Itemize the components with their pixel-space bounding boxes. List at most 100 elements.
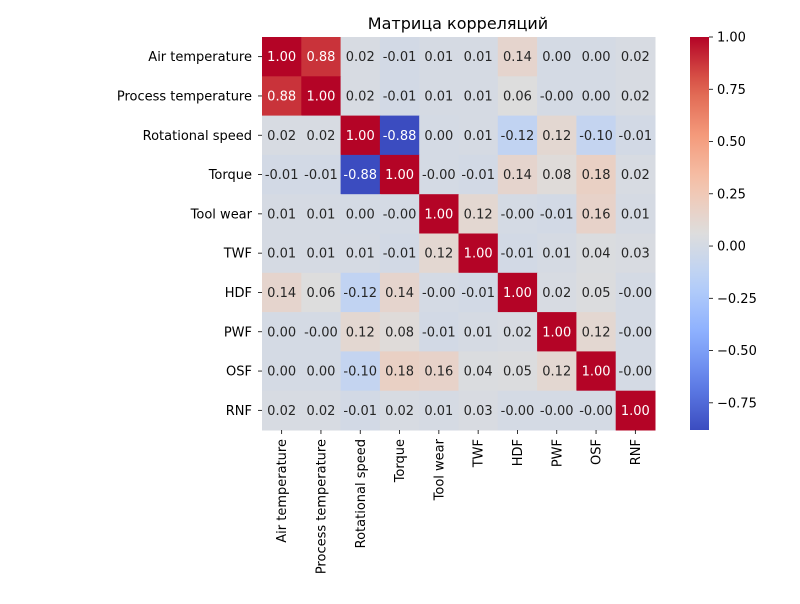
cell-annotation: -0.00 (619, 365, 653, 380)
heatmap-cell-process-temperature-hdf (497, 76, 538, 117)
y-tick-label-tool-wear: Tool wear (190, 207, 253, 222)
heatmap-cell-rotational-speed-tool-wear (419, 115, 459, 156)
heatmap-cell-twf-rnf (615, 233, 656, 274)
cell-annotation: -0.00 (422, 286, 456, 301)
heatmap-cell-air-temperature-air-temperature (262, 37, 302, 77)
heatmap-cell-rotational-speed-air-temperature (262, 115, 302, 156)
heatmap-cell-process-temperature-air-temperature (262, 76, 302, 117)
heatmap-cell-torque-torque (379, 154, 420, 195)
cell-annotation: -0.00 (304, 325, 338, 340)
heatmap-cell-rnf-hdf (497, 390, 538, 431)
cell-annotation: 0.00 (267, 365, 296, 380)
x-axis-tick-labels: Air temperature Process temperature Rotati… (275, 430, 644, 574)
cell-annotation: -0.01 (461, 286, 495, 301)
cell-annotation: 0.00 (582, 50, 611, 65)
heatmap-cell-hdf-tool-wear (419, 272, 459, 313)
cell-annotation: -0.00 (619, 286, 653, 301)
cell-annotation: -0.10 (343, 365, 377, 380)
heatmap-cell-tool-wear-air-temperature (262, 194, 302, 234)
y-tick-label-osf: OSF (226, 365, 252, 380)
heatmap-cell-rnf-process-temperature (301, 390, 342, 431)
heatmap-cell-air-temperature-osf (576, 37, 617, 77)
x-tick-label-rotational-speed: Rotational speed (354, 439, 369, 548)
cell-annotation: 0.02 (346, 89, 375, 104)
heatmap-cell-process-temperature-rnf (615, 76, 656, 117)
heatmap-cell-tool-wear-hdf (497, 194, 538, 234)
cell-annotation: 1.00 (542, 325, 571, 340)
cell-annotation: -0.00 (540, 404, 574, 419)
x-tick-label-tool-wear: Tool wear (432, 438, 447, 501)
heatmap-cell-osf-tool-wear (419, 351, 459, 392)
cell-annotation: -0.00 (501, 207, 535, 222)
heatmap-cell-tool-wear-osf (576, 194, 617, 234)
heatmap-cell-hdf-process-temperature (301, 272, 342, 313)
cell-annotation: 0.02 (621, 50, 650, 65)
cell-annotation: -0.01 (540, 207, 574, 222)
cell-annotation: 0.01 (621, 207, 650, 222)
cell-annotation: 0.00 (306, 365, 335, 380)
x-tick-label-pwf: PWF (550, 439, 565, 467)
cell-annotation: 0.14 (503, 168, 532, 183)
heatmap-cell-pwf-process-temperature (301, 312, 342, 352)
heatmap-cell-osf-rnf (615, 351, 656, 392)
cell-annotation: 1.00 (306, 89, 335, 104)
cell-annotation: 0.02 (621, 89, 650, 104)
cell-annotation: 0.00 (267, 325, 296, 340)
heatmap-cell-rnf-twf (458, 390, 499, 431)
heatmap-cell-process-temperature-osf (576, 76, 617, 117)
heatmap-cell-twf-rotational-speed (340, 233, 381, 274)
heatmap-cell-rnf-pwf (537, 390, 577, 431)
heatmap-cell-osf-rotational-speed (340, 351, 381, 392)
cell-annotation: 0.02 (306, 404, 335, 419)
heatmap-cell-rnf-air-temperature (262, 390, 302, 431)
cell-annotation: 1.00 (346, 129, 375, 144)
cell-annotation: 0.02 (503, 325, 532, 340)
heatmap-cell-hdf-twf (458, 272, 499, 313)
x-tick-label-air-temperature: Air temperature (275, 439, 290, 543)
colorbar-tick-label: 0.75 (717, 83, 746, 98)
colorbar-gradient (690, 37, 709, 430)
heatmap-cell-osf-osf (576, 351, 617, 392)
colorbar-tick-label: 0.50 (717, 135, 746, 150)
cell-annotation: 0.14 (267, 286, 296, 301)
cell-annotation: 0.04 (582, 247, 611, 262)
heatmap-cell-rotational-speed-torque (379, 115, 420, 156)
heatmap-cell-torque-process-temperature (301, 154, 342, 195)
colorbar-tick-label: −0.25 (717, 292, 757, 307)
heatmap-cell-torque-rotational-speed (340, 154, 381, 195)
heatmap-cell-tool-wear-twf (458, 194, 499, 234)
cell-annotation: 0.18 (385, 365, 414, 380)
heatmap-cell-osf-air-temperature (262, 351, 302, 392)
colorbar-tick-label: −0.50 (717, 344, 757, 359)
heatmap-cell-rnf-rotational-speed (340, 390, 381, 431)
cell-annotation: 0.01 (542, 247, 571, 262)
cell-annotation: -0.00 (579, 404, 613, 419)
cell-annotation: -0.10 (579, 129, 613, 144)
cell-annotation: 0.01 (306, 207, 335, 222)
cell-annotation: 0.02 (542, 286, 571, 301)
heatmap-cell-process-temperature-pwf (537, 76, 577, 117)
cell-annotation: 0.01 (267, 207, 296, 222)
heatmap-cell-process-temperature-rotational-speed (340, 76, 381, 117)
heatmap-cell-rotational-speed-pwf (537, 115, 577, 156)
heatmap-cell-pwf-air-temperature (262, 312, 302, 352)
cell-annotation: 0.12 (464, 207, 493, 222)
cell-annotation: 1.00 (621, 404, 650, 419)
heatmap-cell-torque-osf (576, 154, 617, 195)
heatmap-cell-osf-process-temperature (301, 351, 342, 392)
cell-annotation: 0.02 (267, 129, 296, 144)
cell-annotation: 0.12 (346, 325, 375, 340)
heatmap-cell-twf-pwf (537, 233, 577, 274)
heatmap-cell-rnf-osf (576, 390, 617, 431)
cell-annotation: 0.02 (346, 50, 375, 65)
heatmap-cell-process-temperature-tool-wear (419, 76, 459, 117)
heatmap-cells (262, 37, 656, 431)
cell-annotation: 0.01 (464, 89, 493, 104)
x-tick-label-osf: OSF (590, 439, 605, 465)
heatmap-cell-pwf-rnf (615, 312, 656, 352)
cell-annotation: -0.01 (501, 247, 535, 262)
heatmap-cell-pwf-rotational-speed (340, 312, 381, 352)
heatmap-cell-rotational-speed-osf (576, 115, 617, 156)
heatmap-cell-hdf-rotational-speed (340, 272, 381, 313)
